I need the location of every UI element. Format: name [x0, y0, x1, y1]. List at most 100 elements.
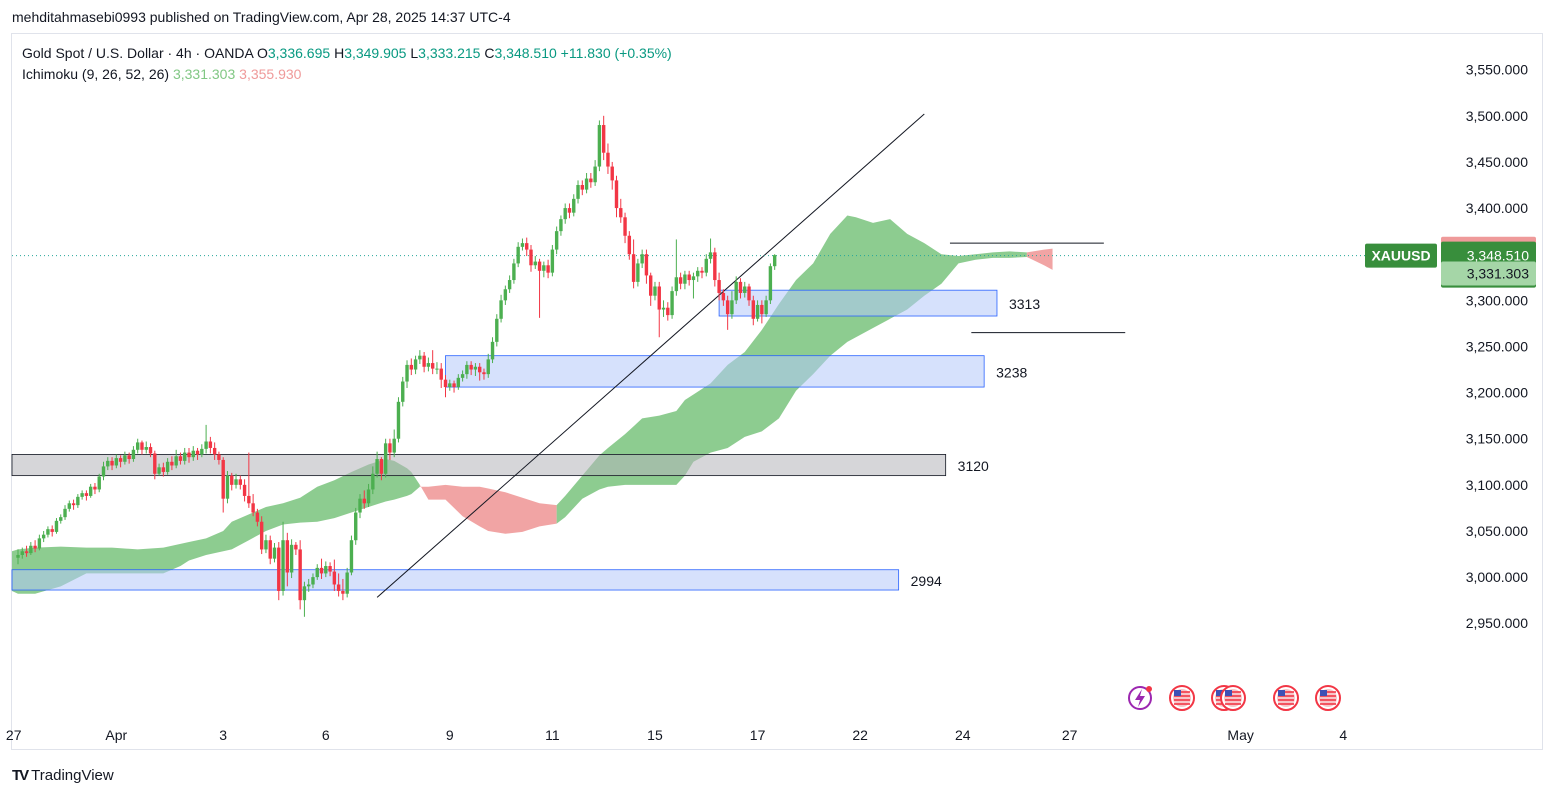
time-tick-label: 4: [1339, 727, 1347, 743]
price-tick-label: 3,250.000: [1466, 338, 1528, 354]
cloud-red-segment: [1026, 248, 1053, 270]
candle-bear: [336, 584, 341, 591]
candle-bear: [127, 455, 131, 460]
candle-bear: [379, 459, 384, 474]
candle-bull: [512, 263, 516, 281]
indicator-value-1: 3,331.303: [172, 66, 236, 82]
candle-bull: [383, 443, 388, 474]
candle-bear: [118, 458, 123, 462]
cloud-red-segment: [419, 484, 557, 534]
zone-rect-3238: [445, 355, 985, 388]
candle-bull: [76, 496, 80, 506]
candle-bear: [170, 461, 174, 466]
time-tick-label: Apr: [105, 727, 127, 743]
candle-bull: [554, 231, 559, 250]
price-tick-label: 3,000.000: [1466, 569, 1528, 585]
candle-bull: [225, 475, 230, 499]
price-tick-label: 3,450.000: [1466, 154, 1528, 170]
symbol-legend[interactable]: Gold Spot / U.S. Dollar · 4h · OANDA O3,…: [22, 45, 672, 61]
candle-bull: [448, 383, 452, 388]
tradingview-brand[interactable]: TV TradingView: [12, 767, 114, 784]
candle-bull: [200, 448, 204, 455]
candle-bull: [499, 300, 503, 319]
candle-bear: [614, 180, 619, 209]
candle-bear: [285, 540, 290, 573]
candle-bull: [640, 254, 644, 264]
chart-frame[interactable]: [11, 33, 1543, 750]
candle-bull: [683, 274, 687, 284]
candle-bull: [366, 489, 371, 504]
candle-bull: [559, 219, 563, 232]
candle-bull: [315, 567, 319, 578]
drawing-lines: [12, 113, 1440, 598]
candle-bull: [324, 566, 328, 574]
candle-bear: [610, 166, 614, 181]
zone-label-3313: 3313: [1009, 296, 1040, 312]
candle-bull: [165, 461, 170, 472]
candle-bear: [212, 447, 217, 455]
candle-bull: [503, 289, 508, 301]
candle-bull: [661, 307, 666, 310]
us-flag-event-icon: [1169, 685, 1195, 711]
open-value: 3,336.695: [267, 45, 331, 61]
candle-bear: [725, 300, 730, 315]
tradingview-logo-icon: TV: [12, 767, 29, 784]
symbol-title: Gold Spot / U.S. Dollar · 4h · OANDA: [22, 45, 254, 61]
badge-lower: [1441, 261, 1536, 286]
candle-bull: [311, 577, 315, 585]
candle-bull: [289, 544, 294, 573]
time-tick-label: 17: [750, 727, 766, 743]
time-tick-label: 24: [955, 727, 971, 743]
candle-bull: [88, 486, 93, 496]
candle-bear: [71, 503, 76, 506]
price-chart[interactable]: 3313 3238 3120 2994 3,550.000 3,500.000 3,450…: [0, 0, 1554, 760]
candle-bear: [362, 498, 366, 504]
candle-bull: [495, 318, 499, 342]
candle-bull: [20, 551, 24, 555]
candle-bull: [401, 381, 405, 402]
candle-bear: [217, 454, 221, 460]
candle-bear: [110, 460, 114, 466]
zone-rect-3120: [11, 454, 947, 477]
candle-bear: [277, 547, 281, 591]
candle-bull: [106, 460, 110, 467]
price-tick-label: 3,300.000: [1466, 292, 1528, 308]
candle-bull: [507, 280, 512, 290]
candle-bear: [93, 486, 97, 490]
time-tick-label: 27: [1062, 727, 1078, 743]
candle-bear: [247, 495, 251, 504]
candle-bear: [238, 479, 242, 485]
candle-bear: [452, 383, 456, 388]
candle-bull: [281, 540, 285, 591]
candle-bull: [435, 368, 439, 370]
candle-bull: [704, 258, 708, 273]
candle-bear: [148, 447, 153, 454]
candle-bull: [550, 249, 555, 273]
candle-bear: [208, 441, 213, 448]
candle-bull: [174, 456, 178, 466]
candle-bear: [601, 125, 606, 153]
candle-bull: [302, 586, 307, 601]
indicator-legend[interactable]: Ichimoku (9, 26, 52, 26) 3,331.303 3,355…: [22, 66, 301, 82]
candle-bear: [738, 281, 743, 293]
candle-bull: [597, 125, 602, 167]
price-tick-label: 3,200.000: [1466, 385, 1528, 401]
candle-bull: [131, 449, 136, 460]
lightning-event-icon: [1128, 686, 1152, 710]
candle-bull: [371, 473, 375, 490]
candle-bear: [33, 545, 37, 549]
candle-bull: [54, 520, 59, 532]
candle-bull: [696, 270, 700, 277]
badge-symbol: [1365, 243, 1437, 268]
candle-bear: [255, 512, 260, 522]
candle-bear: [747, 286, 751, 301]
badge-lower-text: 3,331.303: [1467, 265, 1529, 281]
candle-bull: [460, 374, 465, 378]
candle-bull: [37, 538, 42, 549]
candle-bear: [525, 243, 529, 250]
candle-bull: [345, 572, 349, 594]
high-value: 3,349.905: [344, 45, 407, 61]
candle-bear: [409, 364, 413, 370]
candle-bull: [183, 452, 187, 461]
candle-bull: [593, 166, 597, 183]
